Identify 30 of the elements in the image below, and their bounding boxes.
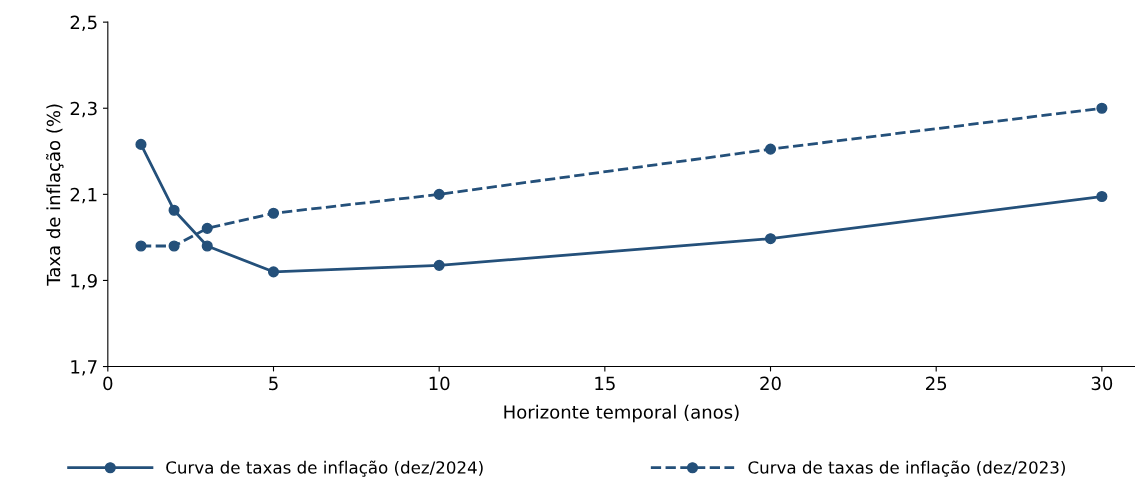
point bbox=[433, 188, 445, 200]
point bbox=[1096, 102, 1108, 114]
x-tick-label: 30 bbox=[1091, 376, 1113, 391]
legend-label: Curva de taxas de inflação (dez/2024) bbox=[166, 460, 483, 477]
x-tick-label: 20 bbox=[760, 376, 781, 391]
y-tick-label: 2,5 bbox=[70, 15, 97, 32]
legend-label: Curva de taxas de inflação (dez/2023) bbox=[748, 460, 1065, 477]
point bbox=[201, 240, 213, 252]
x-tick-label: 0 bbox=[103, 376, 113, 391]
point bbox=[135, 240, 147, 252]
x-tick-label: 10 bbox=[429, 376, 450, 391]
x-tick-label: 15 bbox=[595, 376, 615, 391]
point bbox=[1096, 190, 1108, 203]
y-tick-label: 1,9 bbox=[71, 273, 97, 290]
point bbox=[267, 266, 280, 278]
x-axis-title: Horizonte temporal (anos) bbox=[504, 404, 739, 423]
x-tick-label: 5 bbox=[269, 376, 278, 391]
point bbox=[433, 259, 445, 271]
point bbox=[168, 240, 180, 252]
point bbox=[764, 143, 777, 155]
point bbox=[201, 222, 213, 234]
y-tick-label: 2,3 bbox=[70, 101, 97, 118]
y-axis-title: Taxa de inflação (%) bbox=[46, 104, 64, 286]
point bbox=[267, 207, 280, 219]
y-tick-label: 2,1 bbox=[70, 187, 97, 204]
point bbox=[764, 233, 777, 245]
y-tick-label: 1,7 bbox=[71, 360, 97, 376]
x-tick-label: 25 bbox=[926, 376, 947, 391]
point bbox=[135, 138, 147, 150]
point bbox=[168, 204, 180, 216]
